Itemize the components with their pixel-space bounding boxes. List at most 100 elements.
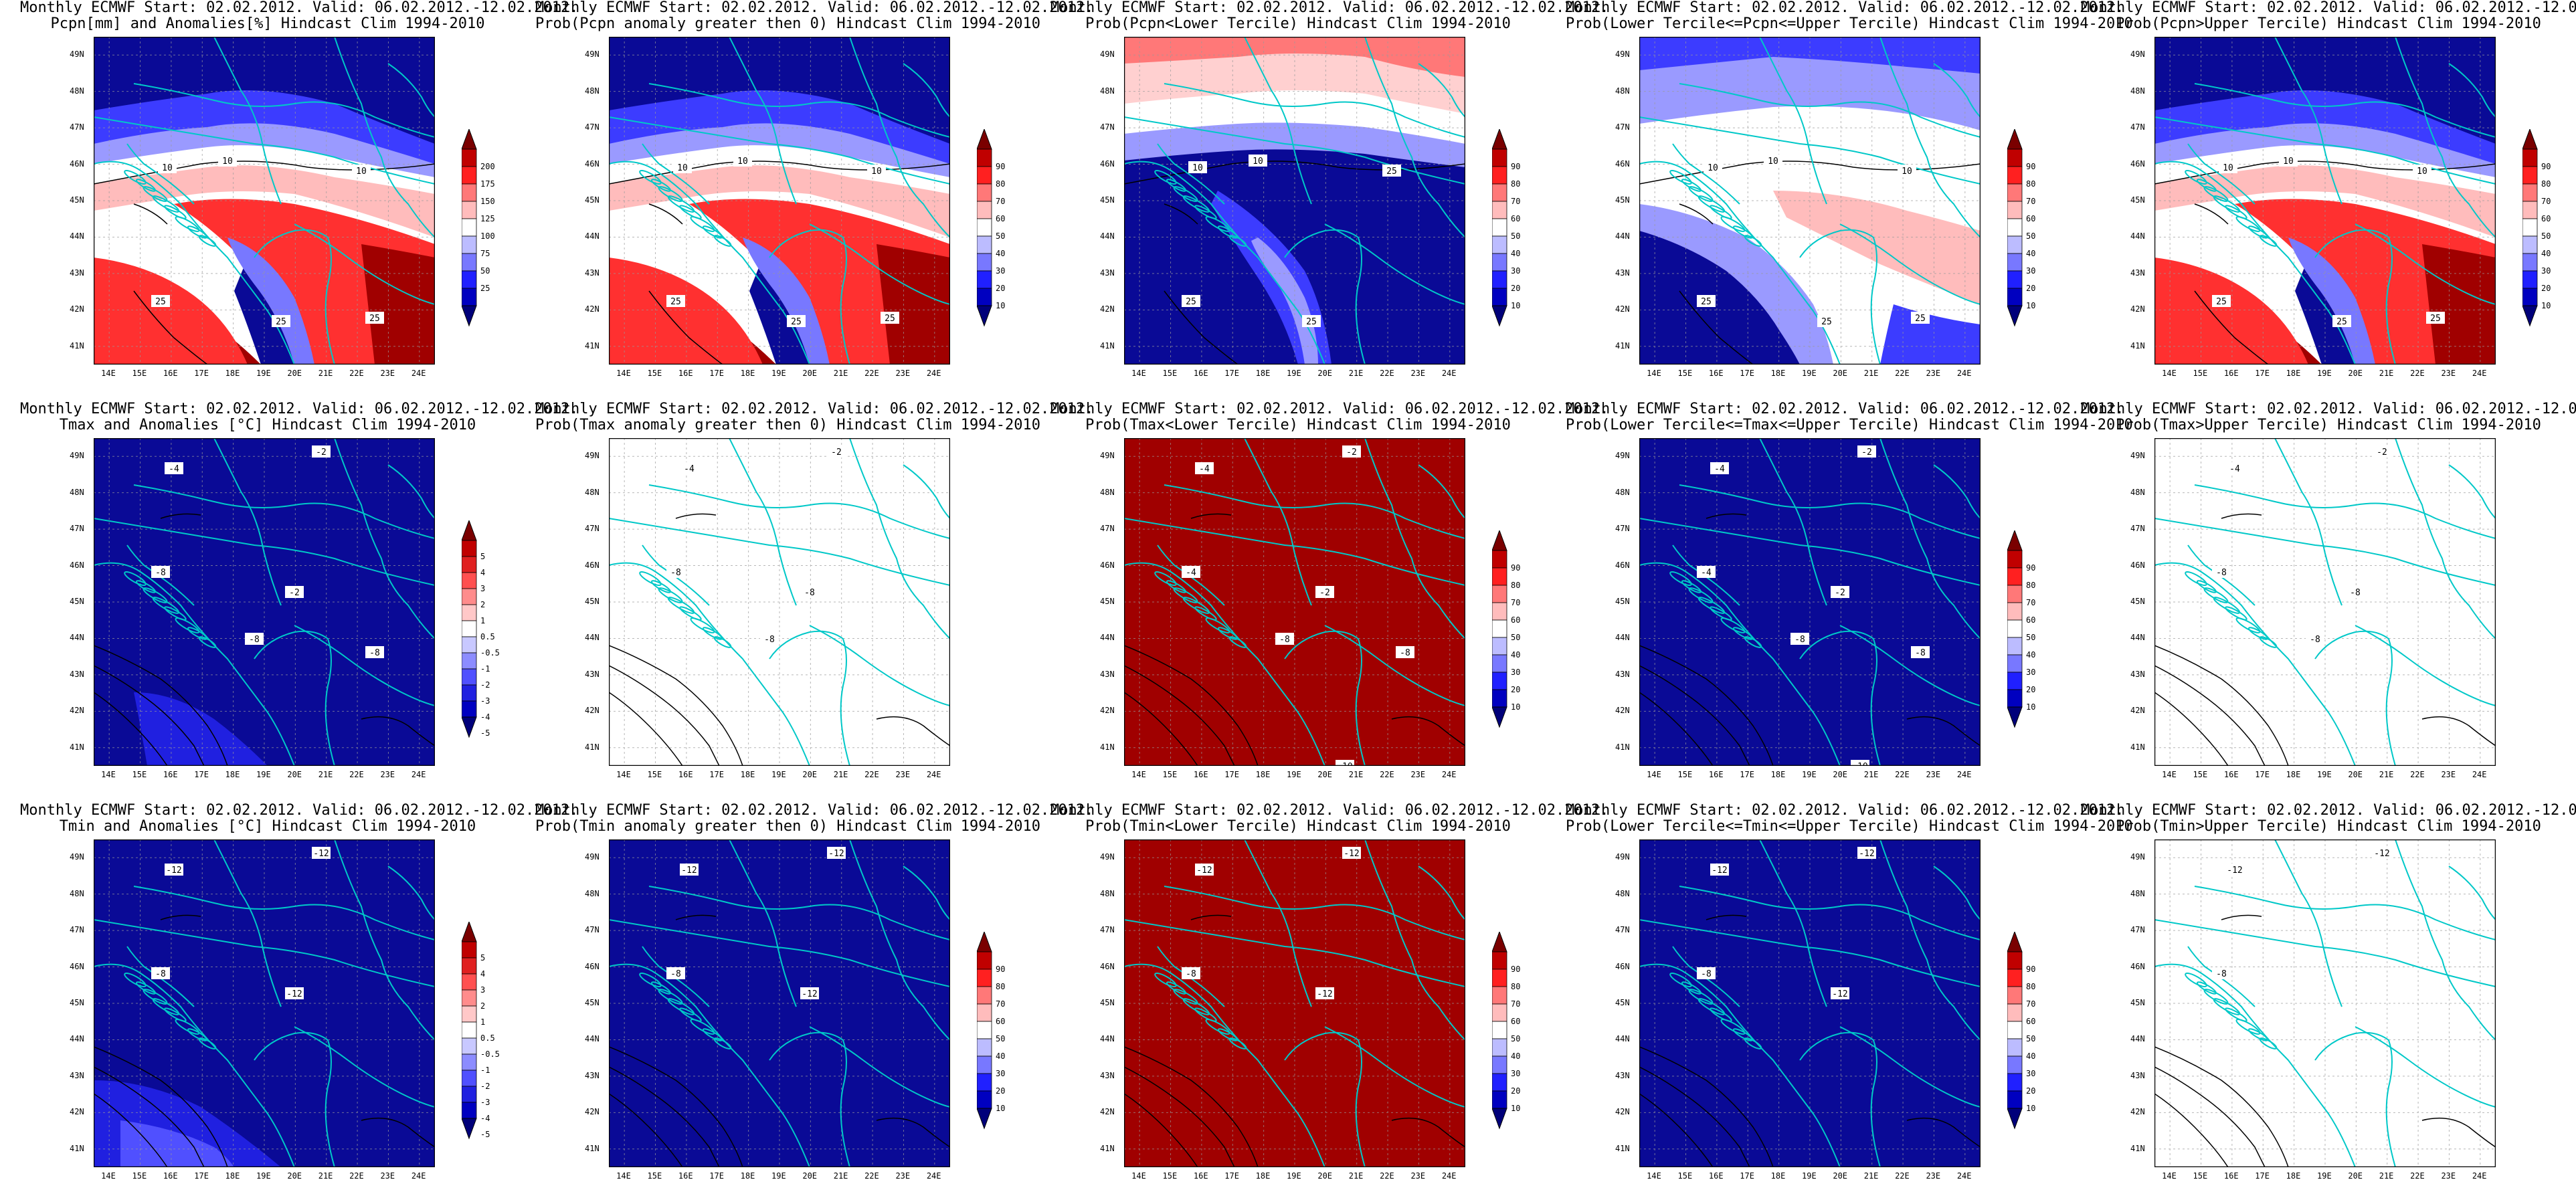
lon-tick-label: 16E	[1708, 770, 1724, 779]
svg-text:10: 10	[1253, 157, 1263, 167]
lon-tick-label: 21E	[2379, 369, 2394, 378]
svg-text:-8: -8	[670, 568, 681, 578]
colorbar-segment	[462, 183, 477, 202]
panel-variable-line: Tmin and Anomalies [°C] Hindcast Clim 19…	[59, 818, 476, 835]
contour-label: -2	[827, 445, 846, 458]
lon-tick-label: 14E	[1131, 1171, 1146, 1181]
colorbar-tick-label: 90	[1511, 965, 1520, 974]
colorbar-segment	[2522, 288, 2538, 306]
svg-text:25: 25	[1386, 167, 1397, 177]
colorbar-segment	[1492, 166, 1507, 185]
contour-label: -8	[2346, 586, 2365, 598]
svg-text:-8: -8	[2350, 588, 2361, 598]
panel-title: Monthly ECMWF Start: 02.02.2012. Valid: …	[1566, 401, 2133, 433]
lon-tick-label: 16E	[678, 1171, 693, 1181]
lat-tick-label: 45N	[1615, 195, 1630, 205]
colorbar-cap	[2522, 305, 2538, 327]
colorbar-segment	[2007, 567, 2023, 586]
contour-label: 10	[673, 161, 692, 173]
contour-label: -12	[2373, 847, 2391, 859]
colorbar-tick-label: 50	[996, 1034, 1005, 1043]
colorbar-tick-label: 20	[1511, 685, 1520, 694]
svg-text:10: 10	[1708, 163, 1718, 173]
colorbar-tick-label: 60	[1511, 214, 1520, 223]
lon-tick-label: 22E	[864, 770, 879, 779]
lat-tick-label: 42N	[1615, 1107, 1630, 1117]
lon-tick-label: 19E	[2317, 1171, 2332, 1181]
lon-tick-label: 17E	[1740, 369, 1754, 378]
svg-text:-8: -8	[1915, 648, 1926, 658]
colorbar-tick-label: 80	[996, 179, 1005, 189]
colorbar: 90 80 70 60 50 40 30 20 10	[1492, 932, 1539, 1135]
lon-tick-label: 19E	[2317, 770, 2332, 779]
lon-tick-label: 16E	[678, 770, 693, 779]
svg-text:-2: -2	[1835, 588, 1845, 598]
panel-model-line: Monthly ECMWF Start: 02.02.2012. Valid: …	[20, 802, 579, 819]
colorbar-segment	[2007, 951, 2023, 970]
lon-tick-label: 15E	[647, 1171, 662, 1181]
colorbar-tick-label: 4	[480, 568, 485, 577]
colorbar-segment	[462, 1054, 477, 1071]
colorbar-tick-label: 100	[480, 231, 495, 241]
contour-label: -8	[666, 566, 685, 578]
colorbar-tick-label: 70	[2026, 999, 2035, 1009]
contour-label: 10	[2413, 165, 2431, 177]
colorbar-segment	[977, 1038, 992, 1057]
colorbar-tick-label: 40	[2026, 650, 2035, 660]
contour-label: 25	[365, 312, 384, 324]
lon-tick-label: 15E	[132, 770, 147, 779]
colorbar: 200 175 150 125 100 75 50 25	[462, 129, 509, 332]
lon-tick-label: 21E	[1348, 770, 1364, 779]
colorbar-segment	[1492, 672, 1507, 690]
lat-tick-label: 44N	[1100, 231, 1115, 241]
lon-tick-label: 23E	[895, 770, 911, 779]
colorbar-segment	[2007, 288, 2023, 306]
colorbar-tick-label: 175	[480, 179, 495, 189]
colorbar-segment	[462, 1037, 477, 1055]
panel-title: Monthly ECMWF Start: 02.02.2012. Valid: …	[1050, 0, 1608, 32]
panel-model-line: Monthly ECMWF Start: 02.02.2012. Valid: …	[535, 802, 1094, 819]
lat-tick-label: 45N	[1100, 195, 1115, 205]
contour-label: 25	[666, 295, 685, 307]
lon-tick-label: 24E	[411, 369, 426, 378]
colorbar-cap	[977, 129, 992, 150]
lon-tick-label: 24E	[411, 770, 426, 779]
plot-frame	[2154, 37, 2496, 365]
colorbar-tick-label: 0.5	[480, 632, 495, 641]
contour-label: 25	[272, 315, 290, 327]
lat-tick-label: 44N	[70, 231, 84, 241]
colorbar-segment	[1492, 218, 1507, 237]
colorbar-tick-label: 70	[996, 999, 1005, 1009]
colorbar-tick-label: 70	[996, 197, 1005, 206]
colorbar-cap	[1492, 305, 1507, 327]
lat-tick-label: 48N	[1100, 487, 1115, 497]
colorbar-cap	[2007, 932, 2023, 952]
panel-model-line: Monthly ECMWF Start: 02.02.2012. Valid: …	[2081, 0, 2576, 16]
lat-tick-label: 49N	[2130, 49, 2145, 60]
lat-tick-label: 42N	[2130, 706, 2145, 716]
plot-frame	[94, 438, 435, 766]
colorbar-tick-label: 90	[996, 965, 1005, 974]
lon-tick-label: 20E	[287, 1171, 302, 1181]
contour-label: -4	[1710, 462, 1729, 474]
contour-label: 25	[1182, 295, 1200, 307]
svg-text:-2: -2	[1319, 588, 1330, 598]
lat-tick-label: 41N	[585, 340, 600, 350]
lon-tick-label: 17E	[194, 369, 209, 378]
contour-label: -8	[151, 566, 170, 578]
lon-tick-label: 19E	[771, 1171, 786, 1181]
colorbar-tick-label: 70	[2026, 598, 2035, 607]
colorbar-segment	[977, 270, 992, 289]
lon-tick-label: 18E	[225, 369, 240, 378]
colorbar-segment	[462, 588, 477, 605]
lat-tick-label: 45N	[1100, 597, 1115, 606]
plot-frame	[1639, 438, 1981, 766]
colorbar-segment	[462, 540, 477, 557]
panel-variable-line: Prob(Pcpn anomaly greater then 0) Hindca…	[535, 15, 1040, 32]
colorbar-tick-label: 5	[480, 953, 485, 963]
colorbar-tick-label: 50	[480, 266, 490, 276]
colorbar-tick-label: 90	[1511, 162, 1520, 171]
forecast-map-panel: Monthly ECMWF Start: 02.02.2012. Valid: …	[1030, 401, 1608, 803]
colorbar-tick-label: 1	[480, 1017, 485, 1027]
colorbar-segment	[2007, 183, 2023, 202]
